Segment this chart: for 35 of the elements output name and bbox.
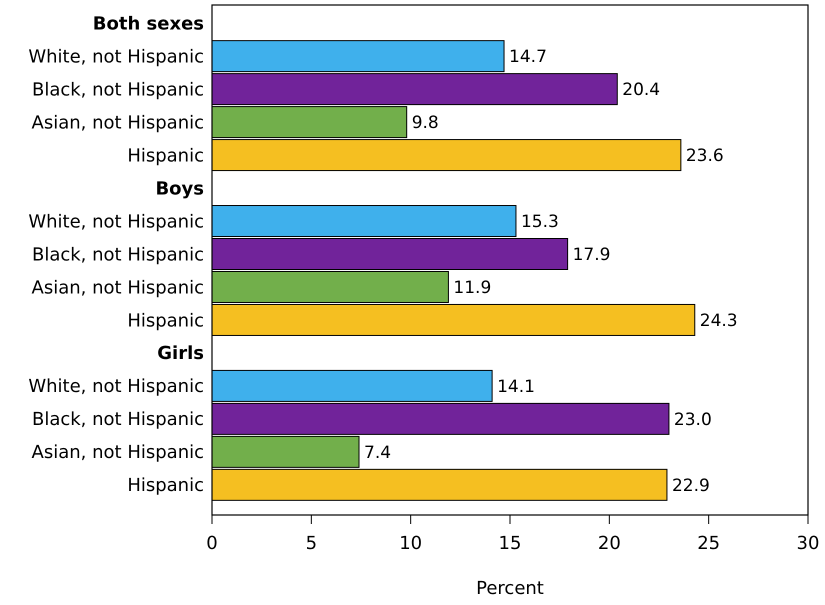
- data-label: 23.6: [686, 146, 724, 166]
- y-tick-label: White, not Hispanic: [28, 211, 204, 232]
- y-tick-label: Asian, not Hispanic: [32, 442, 204, 464]
- y-tick-label: Boys: [155, 178, 204, 200]
- y-tick-label: Hispanic: [127, 145, 204, 166]
- data-label: 15.3: [520, 212, 559, 232]
- data-label: 14.1: [497, 376, 535, 397]
- y-tick-label: White, not Hispanic: [28, 46, 204, 68]
- y-tick-label: White, not Hispanic: [28, 376, 204, 398]
- y-tick-label: Asian, not Hispanic: [32, 277, 204, 298]
- y-tick-label: Both sexes: [92, 13, 204, 34]
- data-label: 17.9: [572, 244, 610, 265]
- x-tick-label: 20: [598, 533, 621, 554]
- y-tick-label: Hispanic: [127, 475, 204, 496]
- x-tick-label: 25: [697, 533, 720, 554]
- x-tick-label: 15: [498, 533, 522, 554]
- data-label: 11.9: [453, 278, 492, 298]
- data-label: 20.4: [622, 80, 660, 100]
- data-label: 22.9: [672, 476, 710, 496]
- y-tick-label: Black, not Hispanic: [32, 244, 204, 266]
- data-label: 24.3: [700, 310, 738, 331]
- x-tick-label: 0: [206, 533, 218, 554]
- y-tick-label: Asian, not Hispanic: [32, 112, 204, 134]
- x-axis-title: Percent: [476, 578, 544, 599]
- x-tick-label: 5: [306, 533, 318, 554]
- data-label: 9.8: [412, 113, 439, 134]
- data-label: 14.7: [509, 47, 547, 68]
- data-label: 23.0: [674, 410, 712, 430]
- y-tick-label: Black, not Hispanic: [32, 409, 204, 430]
- data-label: 7.4: [364, 442, 392, 463]
- x-tick-label: 10: [399, 533, 422, 554]
- y-tick-label: Black, not Hispanic: [32, 79, 204, 100]
- y-tick-label: Hispanic: [127, 310, 204, 332]
- x-tick-label: 30: [796, 533, 820, 554]
- y-tick-label: Girls: [157, 343, 204, 364]
